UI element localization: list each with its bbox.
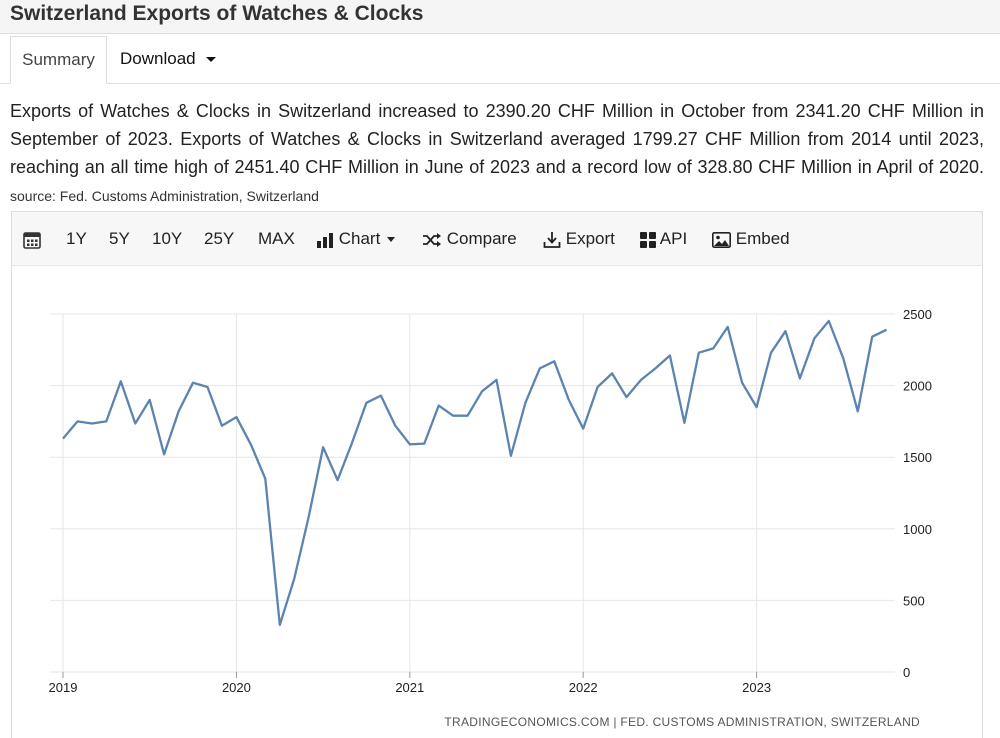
export-button[interactable]: Export xyxy=(543,212,615,266)
compare-button[interactable]: Compare xyxy=(422,212,517,266)
chart-type-label: Chart xyxy=(338,229,381,248)
calendar-icon[interactable] xyxy=(23,212,41,266)
range-max-button[interactable]: MAX xyxy=(258,229,295,248)
export-label: Export xyxy=(565,229,615,248)
download-icon xyxy=(543,231,561,248)
x-tick-label: 2020 xyxy=(222,680,251,695)
chart-grid xyxy=(50,313,895,673)
api-label: API xyxy=(659,229,688,248)
y-tick-label: 1000 xyxy=(903,522,932,537)
range-10y-button[interactable]: 10Y xyxy=(152,229,183,248)
image-icon xyxy=(712,231,731,248)
x-tick-label: 2022 xyxy=(569,680,598,695)
tab-download-label: Download xyxy=(120,49,196,68)
range-5y-button[interactable]: 5Y xyxy=(109,229,130,248)
chart-panel: 1Y 5Y 10Y 25Y MAX Chart Compare Expo xyxy=(11,211,983,738)
y-axis: 2500 2000 1500 1000 500 0 xyxy=(903,307,932,680)
summary-text: Exports of Watches & Clocks in Switzerla… xyxy=(10,101,984,177)
source-text: source: Fed. Customs Administration, Swi… xyxy=(10,188,319,204)
x-tick-label: 2023 xyxy=(742,680,771,695)
y-tick-label: 1500 xyxy=(903,450,932,465)
x-tick-label: 2019 xyxy=(49,680,78,695)
api-button[interactable]: API xyxy=(640,212,687,266)
series-line xyxy=(62,319,888,627)
embed-label: Embed xyxy=(735,229,790,248)
bar-chart-icon xyxy=(317,232,333,248)
caret-down-icon xyxy=(387,237,396,243)
caret-down-icon xyxy=(205,57,216,63)
chart-credit: TRADINGECONOMICS.COM | FED. CUSTOMS ADMI… xyxy=(444,715,920,729)
compare-label: Compare xyxy=(446,229,517,248)
range-1y-button[interactable]: 1Y xyxy=(66,229,87,248)
embed-button[interactable]: Embed xyxy=(712,212,790,266)
page-title: Switzerland Exports of Watches & Clocks xyxy=(10,2,424,25)
y-tick-label: 0 xyxy=(903,665,910,680)
x-axis: 2019 2020 2021 2022 2023 xyxy=(49,672,771,695)
y-tick-label: 2000 xyxy=(903,379,932,394)
tab-summary[interactable]: Summary xyxy=(10,36,107,84)
summary-paragraph: Exports of Watches & Clocks in Switzerla… xyxy=(10,97,984,210)
chart-toolbar: 1Y 5Y 10Y 25Y MAX Chart Compare Expo xyxy=(12,212,982,266)
range-25y-button[interactable]: 25Y xyxy=(204,229,235,248)
y-tick-label: 500 xyxy=(903,593,925,608)
chart-type-button[interactable]: Chart xyxy=(317,212,396,266)
x-tick-label: 2021 xyxy=(395,680,424,695)
tab-bar: Summary Download xyxy=(0,34,1000,84)
y-tick-label: 2500 xyxy=(903,307,932,322)
grid-icon xyxy=(640,231,656,248)
page-title-bar: Switzerland Exports of Watches & Clocks xyxy=(0,0,1000,34)
tab-download[interactable]: Download xyxy=(120,36,216,84)
shuffle-icon xyxy=(423,232,441,247)
